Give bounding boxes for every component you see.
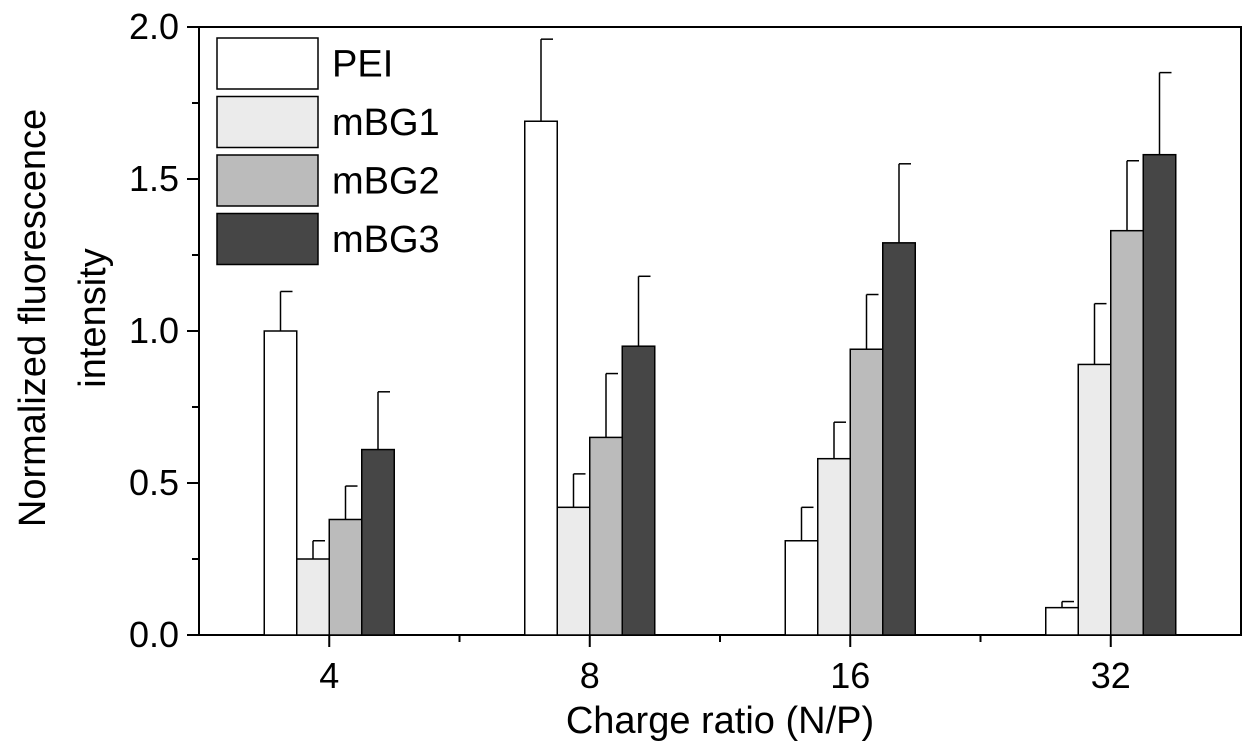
bar-mBG1-32	[1077, 363, 1112, 636]
legend: PEI mBG1 mBG2 mBG3	[216, 37, 440, 266]
y-tick-label: 0.0	[129, 614, 179, 655]
x-tick-label: 8	[580, 655, 600, 696]
x-tick-label: 4	[319, 655, 339, 696]
legend-swatch-mBG2	[216, 154, 319, 207]
bar-mBG3-4	[361, 448, 395, 636]
y-tick-label: 1.0	[129, 310, 179, 351]
bar-mBG1-4	[296, 558, 330, 636]
legend-swatch-mBG3	[216, 212, 319, 266]
bar-mBG1-8	[556, 506, 591, 636]
bar-PEI-8	[524, 120, 558, 636]
bar-mBG1-16	[817, 457, 851, 636]
bar-PEI-16	[784, 540, 819, 636]
bar-PEI-4	[263, 330, 298, 636]
legend-swatch-mBG1	[216, 95, 319, 149]
bar-mBG3-16	[882, 242, 916, 636]
x-tick-label: 16	[830, 655, 870, 696]
legend-swatch-PEI	[216, 37, 319, 90]
y-tick-label: 0.5	[129, 462, 179, 503]
legend-label-mBG1: mBG1	[332, 102, 440, 144]
bar-mBG2-4	[328, 518, 363, 636]
y-axis-title-line2: intensity	[72, 248, 114, 387]
bar-mBG3-8	[621, 345, 656, 636]
y-axis-title-line1: Normalized fluorescence	[12, 109, 54, 527]
legend-label-PEI: PEI	[332, 44, 393, 86]
bar-mBG2-16	[849, 348, 884, 636]
y-tick-label: 1.5	[129, 158, 179, 199]
legend-label-mBG2: mBG2	[332, 161, 440, 203]
bar-PEI-32	[1045, 606, 1079, 636]
legend-label-mBG3: mBG3	[332, 219, 440, 261]
y-tick-label: 2.0	[129, 6, 179, 47]
x-tick-label: 32	[1091, 655, 1131, 696]
x-axis-title: Charge ratio (N/P)	[566, 700, 874, 742]
error-bars	[279, 38, 1172, 608]
bars	[263, 120, 1177, 636]
bar-mBG3-32	[1142, 153, 1177, 636]
bar-mBG2-8	[589, 436, 623, 636]
ticks: 4 8 16 32 0.0 0.5 1.0 1.5 2.0	[129, 6, 1131, 696]
bar-mBG2-32	[1110, 229, 1144, 636]
